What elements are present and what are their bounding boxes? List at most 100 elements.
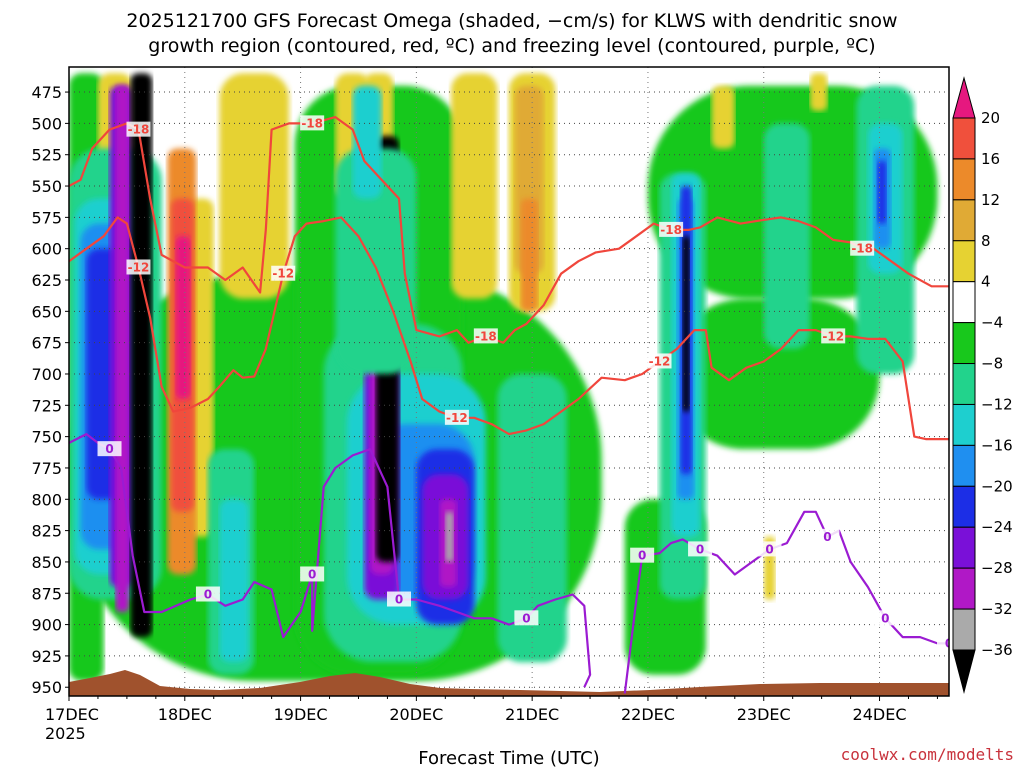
contour-label-bg bbox=[97, 441, 122, 457]
contour--12-line bbox=[69, 216, 949, 441]
y-tick-label: 850 bbox=[31, 553, 62, 572]
contour-label: 0 bbox=[881, 611, 889, 625]
temperature-contours: -18 -18 -18 -18 -18 -12 -12 -12 -12 -12 0 0 0 0 0 0 0 0 0 0… bbox=[69, 115, 953, 694]
colorbar-bin bbox=[952, 117, 976, 160]
colorbar-label: −20 bbox=[981, 477, 1013, 495]
colorbar-label: −8 bbox=[981, 355, 1003, 373]
contour-label-bg bbox=[850, 240, 875, 256]
colorbar-label: 4 bbox=[981, 273, 991, 291]
contour-label: -18 bbox=[301, 116, 323, 130]
contour-label: 0 bbox=[765, 542, 773, 556]
x-axis-title: Forecast Time (UTC) bbox=[418, 748, 599, 768]
contour-label: -18 bbox=[475, 329, 497, 343]
contour-label: -18 bbox=[851, 242, 873, 256]
chart-title-line1: 2025121700 GFS Forecast Omega (shaded, −… bbox=[126, 10, 897, 32]
colorbar-bin bbox=[952, 485, 976, 528]
x-tick-label: 18DEC bbox=[158, 705, 212, 724]
x-tick-label: 20DEC bbox=[389, 705, 443, 724]
colorbar-cap-bottom bbox=[952, 649, 976, 694]
omega-cell-gray bbox=[445, 511, 454, 562]
x-tick-label: 21DEC bbox=[505, 705, 559, 724]
colorbar-bin bbox=[952, 240, 976, 283]
contour-label-bg bbox=[659, 221, 684, 237]
contour-label-bg bbox=[126, 121, 151, 137]
colorbar-bin bbox=[952, 608, 976, 651]
y-tick-label: 725 bbox=[31, 396, 62, 415]
colorbar-label: 16 bbox=[981, 150, 1000, 168]
colorbar-bin bbox=[952, 281, 976, 324]
contour-label-bg bbox=[195, 586, 220, 602]
y-tick-label: 875 bbox=[31, 584, 62, 603]
y-axis: 475 500 525 550 575 600 625 650 675 700 725 750 775 8… bbox=[31, 83, 69, 697]
y-tick-label: 600 bbox=[31, 240, 62, 259]
omega-cell-cyan bbox=[219, 499, 249, 663]
y-tick-label: 925 bbox=[31, 647, 62, 666]
colorbar-cap-top bbox=[952, 76, 976, 119]
contour-label-bg bbox=[821, 328, 846, 344]
colorbar-label: −16 bbox=[981, 436, 1013, 454]
omega-cell-blk bbox=[130, 73, 153, 638]
x-tick-label: 19DEC bbox=[274, 705, 328, 724]
colorbar: 20 16 12 8 4 −4 −8 −12 −16 −20 −24 −28 −32 −36 bbox=[952, 76, 1013, 694]
contour-label: -18 bbox=[660, 223, 682, 237]
colorbar-label: −28 bbox=[981, 559, 1013, 577]
contour-label: -12 bbox=[649, 354, 671, 368]
contour-label: 0 bbox=[638, 549, 646, 563]
contour-label: 0 bbox=[204, 588, 212, 602]
contour-label: -18 bbox=[128, 123, 150, 137]
x-tick-label: 17DEC bbox=[45, 705, 99, 724]
contour-label-bg bbox=[126, 259, 151, 275]
contour-label-bg bbox=[647, 353, 672, 369]
y-tick-label: 900 bbox=[31, 616, 62, 635]
y-tick-label: 575 bbox=[31, 208, 62, 227]
x-axis-year: 2025 bbox=[45, 724, 86, 743]
contour-label-bg bbox=[300, 115, 325, 131]
y-tick-label: 750 bbox=[31, 428, 62, 447]
colorbar-label: 20 bbox=[981, 109, 1000, 127]
contour-label-bg bbox=[444, 409, 469, 425]
contour-label-bg bbox=[271, 265, 296, 281]
omega-cell-yel bbox=[711, 85, 735, 149]
contour-label-bg bbox=[937, 635, 949, 651]
colorbar-label: 12 bbox=[981, 191, 1000, 209]
omega-cell-yel bbox=[810, 73, 828, 111]
y-tick-label: 475 bbox=[31, 83, 62, 102]
plot-area: -18 -18 -18 -18 -18 -12 -12 -12 -12 -12 0 0 0 0 0 0 0 0 0 0… bbox=[69, 67, 953, 696]
colorbar-label: −12 bbox=[981, 395, 1013, 413]
plot-frame bbox=[68, 66, 950, 697]
y-tick-label: 675 bbox=[31, 334, 62, 353]
contour-label: 0 bbox=[395, 593, 403, 607]
y-tick-label: 500 bbox=[31, 114, 62, 133]
omega-cell-viol bbox=[115, 85, 130, 613]
x-tick-label: 24DEC bbox=[853, 705, 907, 724]
y-tick-label: 550 bbox=[31, 177, 62, 196]
contour-label-bg bbox=[688, 541, 713, 557]
colorbar-bin bbox=[952, 444, 976, 487]
colorbar-bin bbox=[952, 403, 976, 446]
contour-label: 0 bbox=[823, 530, 831, 544]
colorbar-bin bbox=[952, 567, 976, 610]
contour-label-bg bbox=[757, 541, 782, 557]
y-tick-label: 825 bbox=[31, 522, 62, 541]
y-tick-label: 775 bbox=[31, 459, 62, 478]
gridlines bbox=[69, 67, 949, 696]
contour-label: 0 bbox=[308, 567, 316, 581]
y-tick-label: 650 bbox=[31, 302, 62, 321]
contour-label: 0 bbox=[945, 636, 953, 650]
contour-label-bg bbox=[473, 328, 498, 344]
colorbar-bin bbox=[952, 158, 976, 201]
omega-cell-tur bbox=[763, 123, 811, 349]
contour-label: -12 bbox=[822, 329, 844, 343]
y-tick-label: 625 bbox=[31, 271, 62, 290]
terrain bbox=[69, 670, 949, 696]
y-tick-label: 525 bbox=[31, 146, 62, 165]
contour-label: -12 bbox=[128, 260, 150, 274]
colorbar-bin bbox=[952, 199, 976, 242]
colorbar-label: −36 bbox=[981, 641, 1013, 659]
colorbar-bin bbox=[952, 363, 976, 405]
y-tick-label: 700 bbox=[31, 365, 62, 384]
contour-label-bg bbox=[630, 547, 655, 563]
colorbar-label: −4 bbox=[981, 314, 1003, 332]
credit-link[interactable]: coolwx.com/modelts bbox=[841, 745, 1014, 764]
